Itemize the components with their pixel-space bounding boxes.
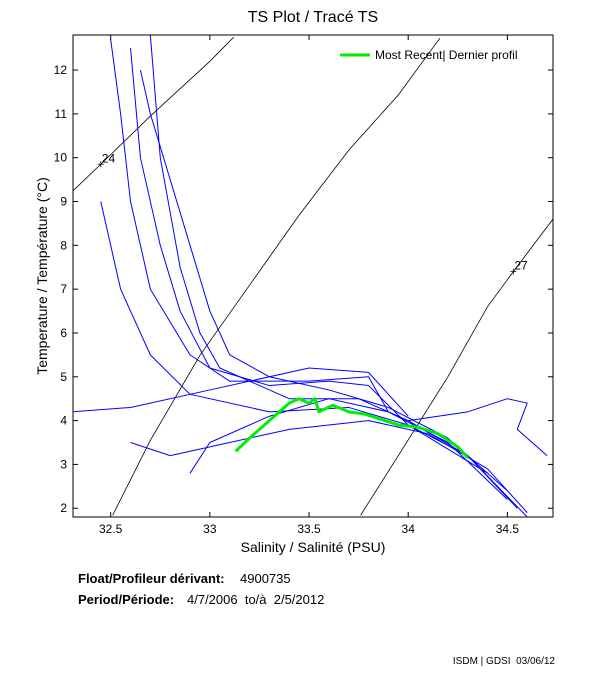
y-tick-label: 6 [60,326,67,340]
credit: ISDM | GDSI 03/06/12 [453,656,556,667]
period: 4/7/2006 to/à 2/5/2012 [187,592,324,607]
contour-label: 27 [514,259,528,273]
profile [100,201,488,474]
density-contour [360,218,553,516]
density-contour [112,37,441,516]
profile [130,420,528,513]
period-label: Period/Période: [78,592,174,607]
plot-content [73,35,553,517]
recent-profile [234,397,469,459]
y-tick-label: 3 [60,457,67,471]
profile [73,367,409,417]
y-tick-label: 9 [60,195,67,209]
legend-label: Most Recent| Dernier profil [375,48,518,62]
x-tick-label: 34.5 [496,522,520,536]
profile [149,35,518,509]
x-tick-label: 34 [402,522,416,536]
x-tick-label: 33.5 [297,522,321,536]
density-contour [73,36,234,192]
y-axis-label: Temperature / Température (°C) [34,177,50,375]
y-tick-label: 7 [60,282,67,296]
y-tick-label: 5 [60,370,67,384]
chart-title: TS Plot / Tracé TS [248,9,378,26]
y-tick-label: 4 [60,414,67,428]
profile [139,69,508,492]
y-tick-label: 11 [55,107,68,121]
float-id: 4900735 [240,571,291,586]
contour-label: 24 [102,151,116,165]
x-tick-label: 33 [203,522,217,536]
plot-area [72,34,554,518]
y-tick-label: 10 [54,151,68,165]
x-tick-label: 32.5 [99,522,123,536]
float-label: Float/Profileur dérivant: [78,571,225,586]
contour-marker [510,268,517,275]
y-tick-label: 12 [54,63,68,77]
contour-marker [97,161,104,168]
x-axis-label: Salinity / Salinité (PSU) [241,539,386,555]
y-tick-label: 2 [60,501,67,515]
profile [408,398,548,457]
profile [189,398,449,474]
y-tick-label: 8 [60,238,67,252]
profile [130,48,528,517]
